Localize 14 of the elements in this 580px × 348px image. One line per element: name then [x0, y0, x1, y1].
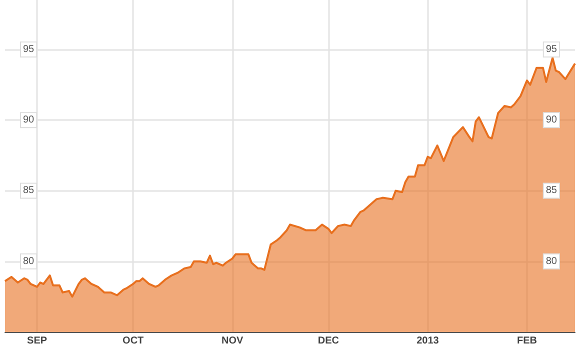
x-tick-label: DEC	[318, 336, 339, 346]
x-tick-label: NOV	[222, 336, 244, 346]
y2-tick-label: 90	[546, 114, 558, 126]
y2-tick-label: 80	[546, 256, 558, 267]
x-tick-label: OCT	[122, 336, 144, 346]
y-tick-label: 95	[23, 44, 35, 55]
x-tick-label: SEP	[27, 336, 48, 346]
y2-tick-label: 85	[546, 185, 558, 196]
y-tick-label: 85	[23, 185, 35, 196]
x-tick-label: 2013	[416, 336, 440, 346]
y2-tick-label: 95	[546, 44, 558, 55]
x-tick-label: FEB	[516, 336, 537, 346]
y-tick-label: 80	[23, 256, 35, 267]
y-tick-label: 90	[23, 114, 35, 126]
